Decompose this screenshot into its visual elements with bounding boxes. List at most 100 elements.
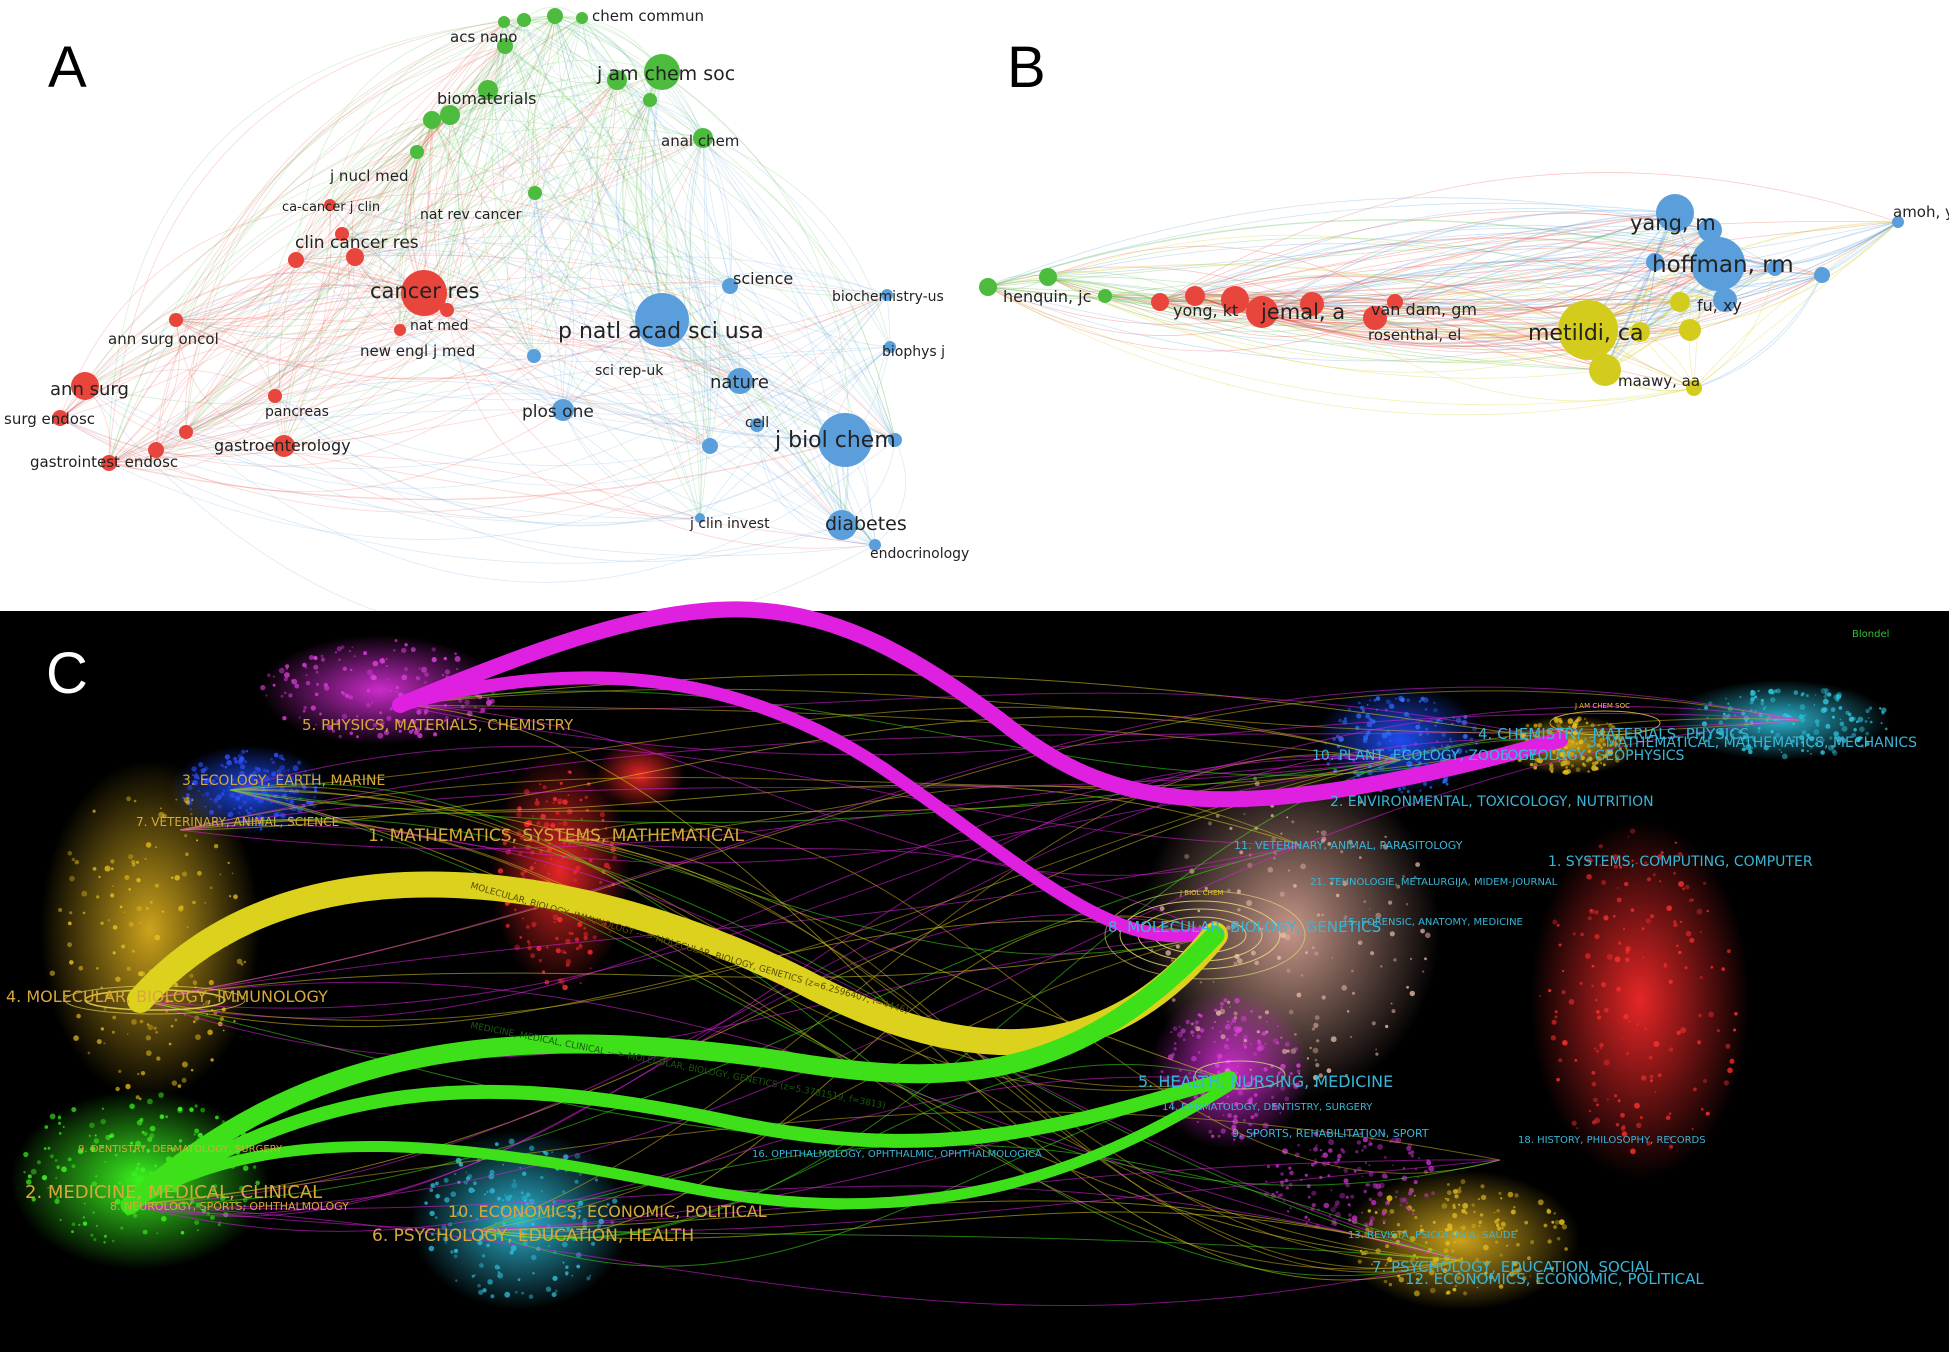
edge bbox=[1047, 276, 1313, 305]
point bbox=[1605, 749, 1611, 755]
point bbox=[1368, 1197, 1373, 1202]
point bbox=[1419, 1228, 1424, 1233]
point bbox=[401, 674, 408, 681]
point bbox=[1395, 697, 1397, 700]
point bbox=[531, 815, 535, 818]
edge bbox=[341, 233, 401, 331]
edge bbox=[175, 259, 297, 321]
point bbox=[131, 1019, 137, 1025]
point bbox=[1382, 1219, 1387, 1224]
point bbox=[275, 755, 278, 758]
point bbox=[1615, 741, 1619, 746]
point bbox=[160, 807, 162, 810]
point bbox=[502, 1163, 505, 1166]
edge bbox=[1394, 229, 1711, 313]
edge bbox=[185, 99, 651, 433]
node-nature bbox=[727, 368, 753, 394]
node-rosenthal-el bbox=[1363, 306, 1387, 330]
point bbox=[1356, 1140, 1362, 1145]
point bbox=[1706, 910, 1709, 913]
point bbox=[1351, 969, 1354, 973]
point bbox=[1311, 946, 1315, 950]
point bbox=[1507, 1191, 1514, 1198]
overlay-j-am-chem-soc: J AM CHEM SOC bbox=[1574, 702, 1630, 710]
point bbox=[1564, 1247, 1568, 1251]
point bbox=[1453, 1230, 1458, 1236]
cloud-economics bbox=[410, 1130, 630, 1310]
edge bbox=[540, 17, 583, 411]
edge bbox=[283, 79, 618, 447]
point bbox=[159, 1114, 165, 1119]
edge bbox=[283, 204, 332, 447]
band-physics-to-molecular bbox=[393, 671, 1222, 943]
point bbox=[1546, 1208, 1550, 1212]
point bbox=[1562, 760, 1568, 766]
edge bbox=[278, 45, 506, 447]
node-jemal-a bbox=[1246, 296, 1278, 328]
point bbox=[386, 715, 392, 722]
edge bbox=[480, 17, 583, 357]
point bbox=[1267, 867, 1274, 873]
point bbox=[1211, 1134, 1215, 1138]
point bbox=[305, 680, 311, 686]
point bbox=[1177, 1031, 1183, 1038]
point bbox=[1609, 743, 1613, 747]
point bbox=[562, 799, 568, 805]
point bbox=[1824, 688, 1829, 693]
point bbox=[125, 1083, 131, 1090]
point bbox=[509, 1250, 514, 1255]
edge bbox=[155, 233, 343, 451]
point bbox=[1600, 746, 1603, 749]
point bbox=[1595, 998, 1598, 1002]
point bbox=[130, 1141, 133, 1145]
point bbox=[180, 1231, 185, 1235]
point bbox=[1733, 1028, 1737, 1032]
point bbox=[1601, 880, 1607, 885]
edge bbox=[446, 99, 651, 311]
point bbox=[1705, 1111, 1710, 1116]
point bbox=[501, 1199, 505, 1202]
point bbox=[351, 646, 354, 649]
point bbox=[1307, 1163, 1310, 1166]
point bbox=[1636, 1122, 1642, 1129]
point bbox=[1644, 861, 1648, 865]
edge bbox=[108, 79, 618, 464]
edge bbox=[1194, 207, 1711, 297]
point bbox=[145, 907, 149, 910]
point bbox=[1742, 747, 1746, 752]
edge bbox=[702, 137, 711, 447]
point bbox=[1197, 909, 1201, 913]
node-minor bbox=[1767, 260, 1783, 276]
point bbox=[1367, 1142, 1372, 1147]
thin-link bbox=[229, 759, 1401, 824]
point bbox=[94, 1134, 97, 1137]
edge bbox=[1639, 221, 1899, 333]
edge bbox=[531, 17, 583, 194]
point bbox=[126, 966, 131, 971]
point bbox=[1400, 790, 1404, 794]
label-chem-commun: chem commun bbox=[592, 7, 704, 25]
point bbox=[348, 650, 352, 653]
point bbox=[47, 1187, 50, 1189]
left-cluster-10: 10. ECONOMICS, ECONOMIC, POLITICAL bbox=[448, 1202, 767, 1221]
point bbox=[1745, 719, 1748, 722]
edge bbox=[661, 71, 896, 441]
point bbox=[1586, 744, 1591, 749]
edge bbox=[521, 15, 701, 519]
edge bbox=[457, 19, 535, 357]
point bbox=[385, 665, 388, 668]
point bbox=[1171, 998, 1176, 1002]
edge bbox=[877, 346, 896, 441]
edge bbox=[684, 137, 741, 382]
point bbox=[1425, 932, 1431, 939]
node-ca-cancer-j-clin bbox=[324, 199, 336, 211]
edge bbox=[1693, 274, 1823, 389]
point bbox=[1388, 748, 1392, 752]
edge bbox=[1234, 299, 1681, 315]
point bbox=[503, 1216, 506, 1220]
edge bbox=[1374, 212, 1676, 319]
point bbox=[1393, 958, 1397, 962]
edge bbox=[1394, 263, 1719, 311]
point bbox=[71, 1222, 76, 1227]
edge bbox=[554, 15, 701, 519]
